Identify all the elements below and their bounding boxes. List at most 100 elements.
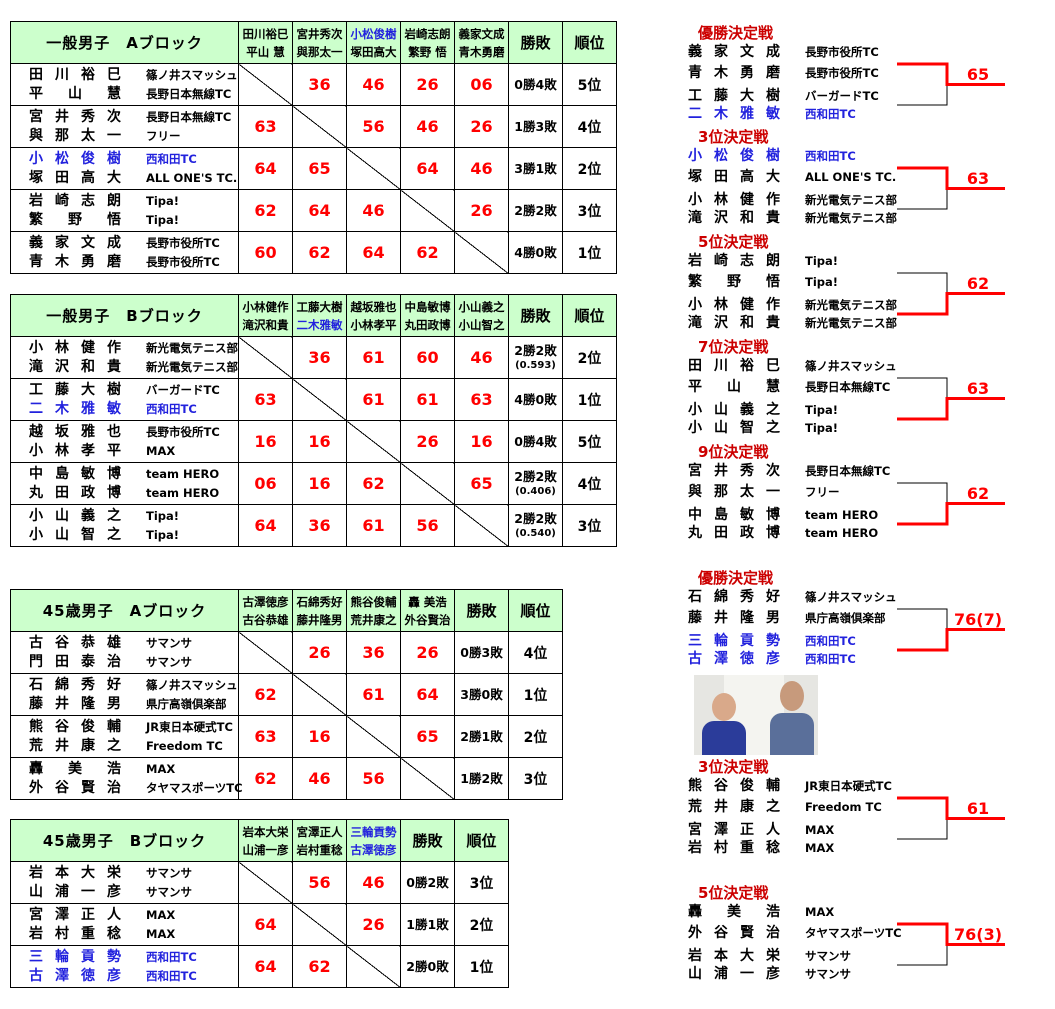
player-name: 中島敏博 xyxy=(29,466,121,482)
player-name: 石綿秀好 xyxy=(688,589,780,605)
bracket-loser-line xyxy=(897,84,948,106)
opponent-player-name: 二木雅敏 xyxy=(296,317,343,332)
player-name: 丸田政博 xyxy=(688,525,780,541)
player-club: 新光電気テニス部 xyxy=(146,341,238,355)
player-name: 轟美浩 xyxy=(688,904,780,920)
winloss-header: 勝敗 xyxy=(400,819,455,862)
winloss-value: 3勝0敗 xyxy=(460,686,503,702)
team-row: 田川裕巳 篠ノ井スマッシュ 平山慧 長野日本無線TC 36 46 26 06 0勝4敗 5位 xyxy=(10,63,617,106)
player-name: 荒井康之 xyxy=(29,738,121,754)
bracket-loser-line xyxy=(897,272,948,294)
self-match-cell xyxy=(292,105,347,148)
score-cell: 46 xyxy=(400,105,455,148)
player-club: バーガードTC xyxy=(805,89,879,103)
score-cell: 26 xyxy=(346,903,401,946)
score-cell: 61 xyxy=(346,336,401,379)
team-row: 小山義之 Tipa! 小山智之 Tipa! 64 36 61 56 2勝2敗 (0.540) 3位 xyxy=(10,504,617,547)
player-line: 藤井隆男 県庁高嶺倶楽部 xyxy=(11,694,238,714)
player-name: 岩崎志朗 xyxy=(29,193,121,209)
player-name: 平山慧 xyxy=(29,86,121,102)
rank-cell: 2位 xyxy=(508,715,563,758)
player-club: MAX xyxy=(146,762,176,776)
player-line: 丸田政博 team HERO xyxy=(11,483,238,503)
opponent-player-name: 平山 慧 xyxy=(246,44,285,59)
self-match-cell xyxy=(400,757,455,800)
player-club: 長野市役所TC xyxy=(805,45,879,59)
player-club: 篠ノ井スマッシュ xyxy=(805,590,897,604)
playoff-match: 7位決定戦 田川裕巳 篠ノ井スマッシュ 平山慧 長野日本無線TC 小山義之 Tipa! 小山智… xyxy=(688,337,908,437)
score-cell: 61 xyxy=(400,378,455,421)
playoff-score: 65 xyxy=(966,65,990,84)
opponent-player-name: 中島敏博 xyxy=(404,299,451,314)
winloss-value: 0勝4敗 xyxy=(514,76,557,92)
block-title: 45歳男子 Aブロック xyxy=(10,589,239,632)
team-row: 轟美浩 MAX 外谷賢治 タヤマスポーツTC 62 46 56 1勝2敗 3位 xyxy=(10,757,563,800)
player-club: Tipa! xyxy=(146,194,180,208)
player-name: 宮井秀次 xyxy=(29,109,121,125)
player-club: 新光電気テニス部 xyxy=(805,211,897,225)
player-club: 西和田TC xyxy=(146,950,197,964)
self-match-cell xyxy=(454,504,509,547)
playoff-title: 3位決定戦 xyxy=(698,128,769,146)
rank-header: 順位 xyxy=(508,589,563,632)
opponent-player-name: 熊谷俊輔 xyxy=(350,594,397,609)
opponent-column-header: 宮澤正人 岩村重稔 xyxy=(292,819,347,862)
player-line: 小林健作 新光電気テニス部 xyxy=(11,338,238,358)
team-row: 三輪貢勢 西和田TC 古澤徳彦 西和田TC 64 62 2勝0敗 1位 xyxy=(10,945,509,988)
opponent-player-name: 工藤大樹 xyxy=(296,299,343,314)
score-cell: 62 xyxy=(292,945,347,988)
player-club: 篠ノ井スマッシュ xyxy=(146,68,238,82)
opponent-player-name: 丸田政博 xyxy=(404,317,451,332)
playoff-title: 7位決定戦 xyxy=(698,338,769,356)
rank-cell: 3位 xyxy=(562,189,617,232)
player-club: Tipa! xyxy=(146,213,180,227)
player-name: 小山智之 xyxy=(688,420,780,436)
playoff-title: 優勝決定戦 xyxy=(698,569,774,587)
player-club: サマンサ xyxy=(146,655,192,669)
rank-cell: 4位 xyxy=(562,462,617,505)
winloss-value: 2勝2敗 xyxy=(514,511,557,526)
playoff-player-row: 三輪貢勢 西和田TC xyxy=(688,631,928,651)
opponent-player-name: 轟 美浩 xyxy=(408,594,447,609)
playoff-title: 優勝決定戦 xyxy=(698,24,774,42)
team-players-cell: 熊谷俊輔 JR東日本硬式TC 荒井康之 Freedom TC xyxy=(10,715,239,758)
player-line: 義家文成 長野市役所TC xyxy=(11,233,238,253)
winloss-cell: 4勝0敗 xyxy=(508,378,563,421)
score-cell: 26 xyxy=(400,420,455,463)
photo-person-left-body xyxy=(702,721,746,755)
player-line: 熊谷俊輔 JR東日本硬式TC xyxy=(11,717,238,737)
score-cell: 62 xyxy=(292,231,347,274)
rank-cell: 5位 xyxy=(562,420,617,463)
rank-cell: 4位 xyxy=(508,631,563,674)
score-cell: 62 xyxy=(346,462,401,505)
winloss-cell: 0勝4敗 xyxy=(508,63,563,106)
table-header-row: 45歳男子 Bブロック 岩本大栄 山浦一彦 宮澤正人 岩村重稔 三輪貢勢 古澤徳彦 勝敗 順位 xyxy=(10,819,509,862)
score-cell: 46 xyxy=(346,189,401,232)
self-match-cell xyxy=(400,189,455,232)
winloss-cell: 0勝2敗 xyxy=(400,861,455,904)
score-cell: 16 xyxy=(454,420,509,463)
playoff-score: 61 xyxy=(966,799,990,818)
score-cell: 63 xyxy=(238,378,293,421)
playoff-player-row: 山浦一彦 サマンサ xyxy=(688,964,928,984)
score-cell: 26 xyxy=(400,631,455,674)
playoff-player-row: 宮井秀次 長野日本無線TC xyxy=(688,461,928,481)
player-club: 西和田TC xyxy=(146,152,197,166)
rank-header: 順位 xyxy=(454,819,509,862)
player-club: 長野市役所TC xyxy=(146,425,220,439)
opponent-player-name: 田川裕巳 xyxy=(242,26,289,41)
player-name: 義家文成 xyxy=(29,235,121,251)
score-cell: 26 xyxy=(454,189,509,232)
player-name: 繁野悟 xyxy=(688,274,780,290)
player-name: 義家文成 xyxy=(688,44,780,60)
winloss-value: 0勝3敗 xyxy=(460,644,503,660)
player-name: 熊谷俊輔 xyxy=(688,778,780,794)
player-name: 熊谷俊輔 xyxy=(29,719,121,735)
opponent-player-name: 岩崎志朗 xyxy=(404,26,451,41)
player-name: 荒井康之 xyxy=(688,799,780,815)
table-header-row: 一般男子 Aブロック 田川裕巳 平山 慧宮井秀次 與那太一 小松俊樹 塚田高大 岩崎志朗 繁野… xyxy=(10,21,617,64)
opponent-column-header: 工藤大樹 二木雅敏 xyxy=(292,294,347,337)
round-robin-table: 一般男子 Aブロック 田川裕巳 平山 慧宮井秀次 與那太一 小松俊樹 塚田高大 岩崎志朗 繁野… xyxy=(10,21,617,274)
playoff-player-row: 古澤徳彦 西和田TC xyxy=(688,649,928,669)
